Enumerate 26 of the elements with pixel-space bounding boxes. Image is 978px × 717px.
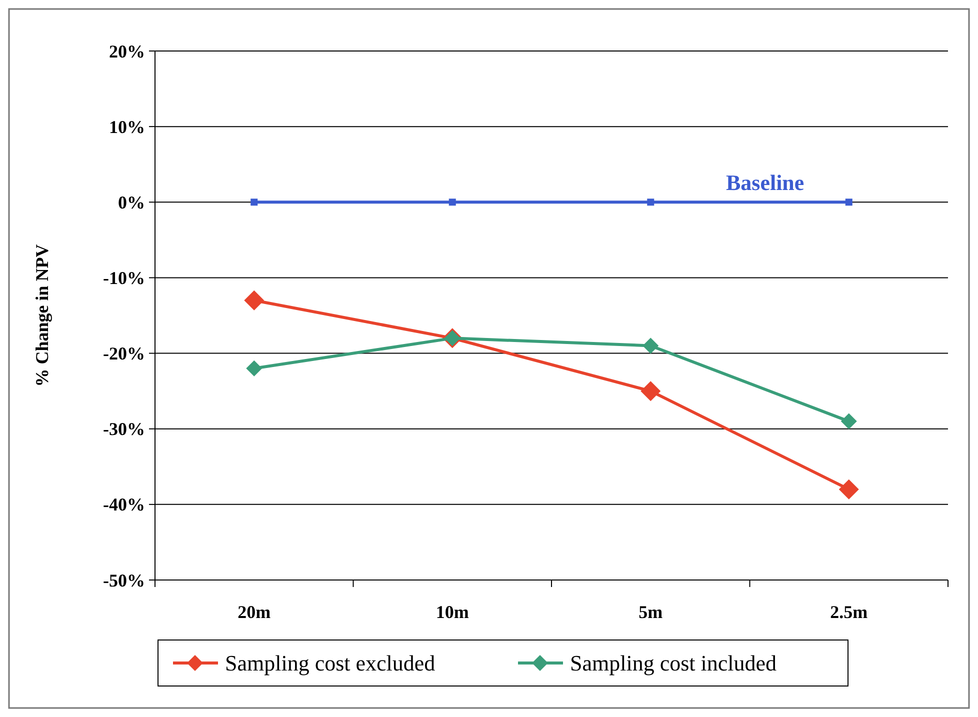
point xyxy=(640,381,661,402)
legend-label: Sampling cost included xyxy=(570,650,777,676)
y-tick-label: -20% xyxy=(103,344,145,364)
y-tick-label: -10% xyxy=(103,268,145,288)
point xyxy=(647,198,654,206)
x-tick-label: 5m xyxy=(638,602,663,622)
y-tick-label: -30% xyxy=(103,419,145,440)
point xyxy=(642,338,659,354)
x-tick-label: 20m xyxy=(238,602,271,622)
y-tick-label: 20% xyxy=(109,41,145,62)
point xyxy=(840,413,857,430)
point xyxy=(838,479,859,500)
legend-label: Sampling cost excluded xyxy=(225,650,436,676)
point xyxy=(845,198,852,206)
annotation: Baseline xyxy=(726,170,804,196)
x-tick-label: 10m xyxy=(436,602,469,622)
x-tick-label: 2.5m xyxy=(830,602,868,622)
y-tick-label: 0% xyxy=(118,192,145,212)
point xyxy=(448,198,456,206)
y-tick-label: 10% xyxy=(109,116,145,137)
y-tick-label: -50% xyxy=(103,570,145,590)
point xyxy=(246,360,262,376)
y-axis-title: % Change in NPV xyxy=(32,244,52,387)
point xyxy=(250,198,258,206)
point xyxy=(244,290,264,310)
y-tick-label: -40% xyxy=(103,494,145,515)
